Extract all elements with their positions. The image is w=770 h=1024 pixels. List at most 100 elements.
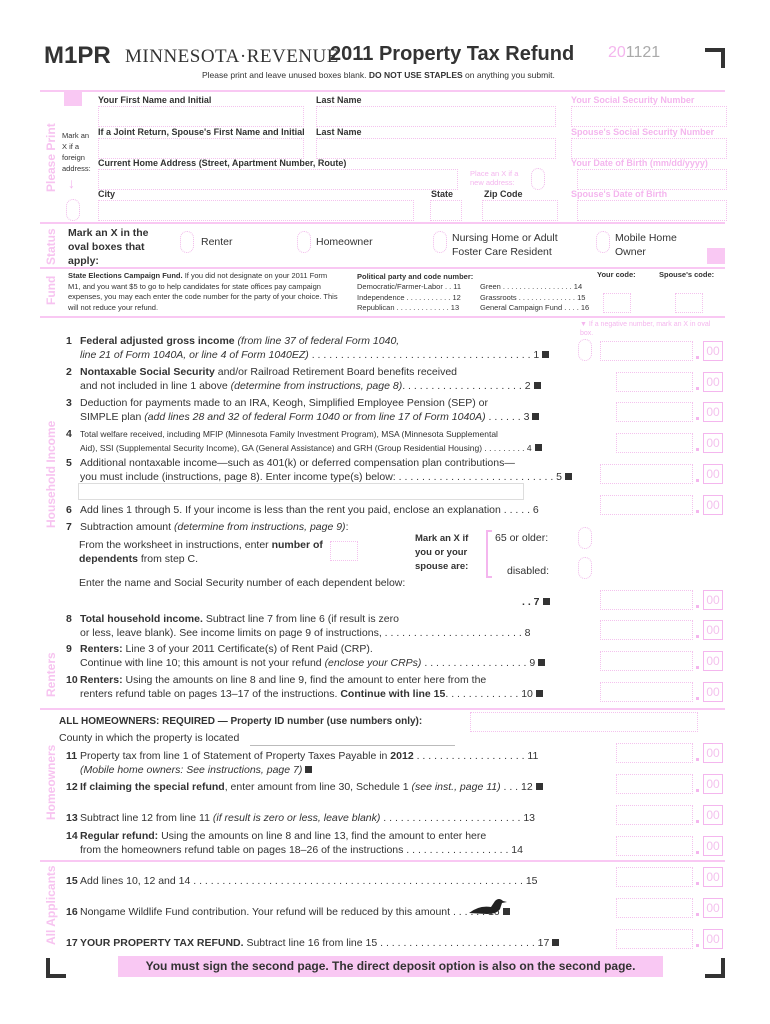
dependents-text-c: from step C. (137, 553, 199, 565)
line-2-amount-input[interactable] (616, 372, 693, 392)
age-disabled-prompt: Mark an X if you or your spouse are: (415, 533, 469, 572)
required-marker-icon (535, 690, 543, 697)
income-type-input[interactable] (78, 483, 524, 500)
line-text-segment: Subtract line 12 from line 11 (80, 812, 213, 824)
first-name-input[interactable] (98, 106, 304, 127)
line-14-amount-input[interactable] (616, 836, 693, 856)
dependents-count-input[interactable] (330, 541, 358, 561)
line-number: 16 (66, 906, 78, 918)
line-text-segment: Using the amounts on line 8 and line 13,… (158, 830, 487, 842)
your-code-input[interactable] (603, 293, 631, 313)
line-4-text-1: 4 Total welfare received, including MFIP … (66, 427, 542, 441)
city-label: City (98, 189, 116, 199)
line-8-amount-input[interactable] (600, 620, 693, 640)
line-1-amount-input[interactable] (600, 341, 693, 361)
decimal-point (696, 758, 699, 761)
new-address-oval[interactable] (531, 168, 545, 190)
county-input[interactable] (250, 744, 455, 746)
line-1-text-2: line 21 of Form 1040A, or line 4 of Form… (66, 348, 550, 362)
form-id: M1PR (44, 42, 111, 69)
line-11-text-2: (Mobile home owners: See instructions, p… (66, 763, 538, 777)
line-10-amount-input[interactable] (600, 682, 693, 702)
line-text-segment: Line 3 of your 2011 Certificate(s) of Re… (122, 643, 373, 655)
spouse-last-name-label: Last Name (316, 127, 362, 137)
line-text-segment: renters refund table on pages 13–17 of t… (80, 688, 341, 700)
line-1: 1 Federal adjusted gross income (from lin… (66, 334, 550, 362)
line-12-amount-input[interactable] (616, 774, 693, 794)
line-text-segment: . . . . . . . . . . . . . . . . . . . 11 (413, 750, 539, 762)
line-text-segment: Regular refund: (80, 830, 159, 842)
line-16-cents: 00 (703, 898, 723, 918)
line-text-segment: . . . . . . . . . . . . . . . . . . . . … (380, 812, 535, 824)
your-code-label: Your code: (597, 270, 636, 279)
property-id-bold: ALL HOMEOWNERS: REQUIRED — Property ID n… (59, 716, 324, 727)
address-label: Current Home Address (Street, Apartment … (98, 158, 347, 168)
nursing-home-oval[interactable] (433, 231, 447, 253)
corner-mark-top-right (705, 48, 725, 68)
disabled-oval[interactable] (578, 557, 592, 579)
spouse-dob-input[interactable] (577, 200, 727, 221)
line-text-segment: . . . . . . . . . . . . . 10 (445, 688, 533, 700)
age-65-oval[interactable] (578, 527, 592, 549)
new-address-label: Place an X if a new address: (470, 169, 519, 187)
spouse-ssn-input[interactable] (571, 138, 727, 159)
spouse-code-input[interactable] (675, 293, 703, 313)
line-9-amount-input[interactable] (600, 651, 693, 671)
decimal-point (696, 356, 699, 359)
line-11-text-1: 11 Property tax from line 1 of Statement … (66, 749, 538, 763)
property-id-input[interactable] (470, 712, 698, 732)
line-5-amount-input[interactable] (600, 464, 693, 484)
divider (40, 708, 725, 710)
line-text-segment: (determine from instructions, page 9) (173, 521, 346, 533)
line-11-amount-input[interactable] (616, 743, 693, 763)
address-input[interactable] (98, 169, 458, 190)
renter-oval[interactable] (180, 231, 194, 253)
line-8-text-1: 8 Total household income. Subtract line 7… (66, 612, 531, 626)
line-8: 8 Total household income. Subtract line 7… (66, 612, 531, 640)
line-6-amount-input[interactable] (600, 495, 693, 515)
homeowner-label: Homeowner (316, 236, 373, 248)
divider (40, 267, 725, 269)
property-id-rest: (use numbers only): (323, 716, 423, 727)
spouse-code-label: Spouse's code: (659, 270, 715, 279)
line-9-text-2: Continue with line 10; this amount is no… (66, 656, 546, 670)
divider (40, 316, 725, 318)
line-15-amount-input[interactable] (616, 867, 693, 887)
line-12-cents: 00 (703, 774, 723, 794)
party-general: General Campaign Fund . . . . 16 (480, 303, 590, 312)
zip-input[interactable] (482, 200, 558, 221)
city-input[interactable] (98, 200, 414, 221)
line-17-text-1: 17 YOUR PROPERTY TAX REFUND. Subtract lin… (66, 936, 560, 950)
required-marker-icon (534, 444, 542, 451)
line-13-amount-input[interactable] (616, 805, 693, 825)
decimal-point (696, 479, 699, 482)
line-3-amount-input[interactable] (616, 402, 693, 422)
line-13: 13 Subtract line 12 from line 11 (if resu… (66, 811, 535, 825)
line-12-text-1: 12 If claiming the special refund, enter … (66, 780, 543, 794)
sign-notice: You must sign the second page. The direc… (118, 956, 663, 977)
party-dfl: Democratic/Farmer-Labor . . 11 (357, 282, 462, 291)
line-7: 7 Subtraction amount (determine from inst… (66, 520, 348, 534)
line-number: 9 (66, 643, 72, 655)
line-4-amount-input[interactable] (616, 433, 693, 453)
section-homeowners: Homeowners (44, 744, 58, 820)
line-17-amount-input[interactable] (616, 929, 693, 949)
foreign-address-oval[interactable] (66, 199, 80, 221)
spouse-first-name-input[interactable] (98, 138, 304, 159)
line-16-amount-input[interactable] (616, 898, 693, 918)
last-name-input[interactable] (316, 106, 556, 127)
line-text-segment: Continue with line 15 (340, 688, 446, 700)
negative-oval[interactable] (578, 339, 592, 361)
state-input[interactable] (430, 200, 462, 221)
dob-input[interactable] (577, 169, 727, 190)
spouse-last-name-input[interactable] (316, 138, 556, 159)
homeowner-oval[interactable] (297, 231, 311, 253)
line-5-cents: 00 (703, 464, 723, 484)
line-9-cents: 00 (703, 651, 723, 671)
fund-title: State Elections Campaign Fund. (68, 271, 183, 280)
ssn-input[interactable] (571, 106, 727, 127)
line-7-amount-input[interactable] (600, 590, 693, 610)
mobile-home-oval[interactable] (596, 231, 610, 253)
party-list-2: Green . . . . . . . . . . . . . . . . . … (480, 282, 589, 314)
line-text-segment: Deduction for payments made to an IRA, K… (80, 397, 488, 409)
